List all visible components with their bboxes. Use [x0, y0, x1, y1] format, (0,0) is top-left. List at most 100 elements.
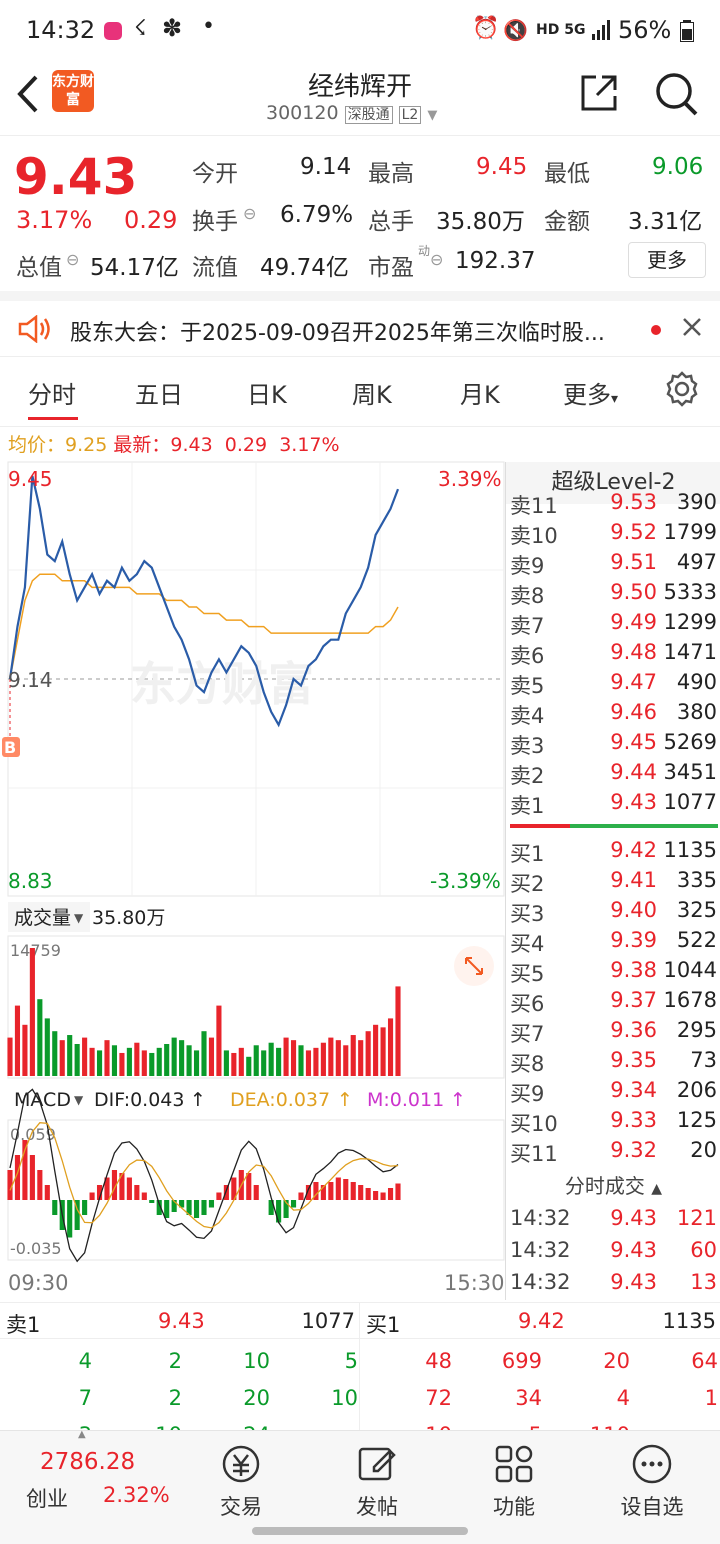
level-label: 卖3 [510, 734, 545, 758]
volume-bar [59, 1040, 65, 1076]
nav-post[interactable]: 发帖 [322, 1443, 432, 1521]
tab-weekly-k[interactable]: 周K [352, 381, 392, 409]
ask-row[interactable]: 卖11 9.53 390 [506, 490, 720, 520]
level-volume: 1471 [663, 640, 717, 664]
search-icon[interactable] [654, 72, 700, 116]
macd-bar [313, 1182, 319, 1200]
missed-call-icon: ☇ [134, 16, 147, 41]
pe-label: 市盈 [368, 255, 414, 281]
functions-grid-icon [495, 1445, 533, 1483]
macd-bar [305, 1185, 312, 1200]
tick-price: 9.43 [610, 1270, 657, 1294]
buy-marker[interactable] [2, 737, 20, 757]
share-icon[interactable] [580, 74, 618, 112]
market-cap-info-icon[interactable]: ⊖ [66, 250, 80, 269]
alarm-icon: ⏰ [472, 16, 500, 41]
bid-queue-cell: 34 [515, 1386, 542, 1410]
bid-row[interactable]: 买1 9.42 1135 [506, 838, 720, 868]
notice-bar[interactable]: 股东大会：于2025-09-09召开2025年第三次临时股... [0, 291, 720, 357]
bid-row[interactable]: 买6 9.37 1678 [506, 988, 720, 1018]
level-label: 卖7 [510, 614, 545, 638]
signal-icon [592, 20, 610, 40]
level-label: 买5 [510, 962, 545, 986]
bid-row[interactable]: 买5 9.38 1044 [506, 958, 720, 988]
level-volume: 5333 [663, 580, 717, 604]
ask-row[interactable]: 卖3 9.45 5269 [506, 730, 720, 760]
ticks-title[interactable]: 分时成交 ▲ [506, 1170, 720, 1199]
ask-queue-cell: 10 [155, 1423, 182, 1430]
bid-row[interactable]: 买11 9.32 20 [506, 1138, 720, 1168]
dropdown-icon[interactable]: ▼ [427, 108, 438, 123]
back-icon[interactable] [16, 74, 40, 114]
ask-queue-cell: 5 [344, 1349, 358, 1373]
level-volume: 1135 [663, 838, 717, 862]
ask-row[interactable]: 卖9 9.51 497 [506, 550, 720, 580]
volume-label[interactable]: 成交量 [14, 907, 71, 929]
ask-row[interactable]: 卖6 9.48 1471 [506, 640, 720, 670]
tick-volume: 13 [690, 1270, 717, 1294]
intraday-chart[interactable]: 东方财富 B 9.45 3.39% 9.14 8.83 -3.39% 成交量 ▼… [0, 460, 505, 1302]
tick-time: 14:32 [510, 1238, 571, 1262]
ask-row[interactable]: 卖4 9.46 380 [506, 700, 720, 730]
index-ticker[interactable]: ▲ 2786.28 创业 2.32% [0, 1429, 180, 1531]
macd-label[interactable]: MACD [14, 1089, 71, 1111]
avg-value: 9.25 [65, 434, 108, 456]
tab-daily-k[interactable]: 日K [247, 381, 287, 409]
tab-five-day[interactable]: 五日 [135, 381, 183, 409]
level-label: 卖2 [510, 764, 545, 788]
level-price: 9.37 [610, 988, 657, 1012]
bid-row[interactable]: 买4 9.39 522 [506, 928, 720, 958]
level-label: 买1 [510, 842, 545, 866]
level-volume: 335 [676, 868, 717, 892]
bid-row[interactable]: 买7 9.36 295 [506, 1018, 720, 1048]
volume-total: 35.80万 [92, 907, 165, 929]
macd-bar [231, 1177, 237, 1200]
status-bar: 14:32 ☇ ✽ • ⏰ 🔇 HD 5G 56% [0, 0, 720, 60]
volume-bar [365, 1031, 371, 1076]
dea-arrow-icon: ↑ [337, 1089, 353, 1111]
volume-bar [223, 1050, 229, 1076]
bid-row[interactable]: 买8 9.35 73 [506, 1048, 720, 1078]
pe-dynamic-tag: 动 [418, 244, 431, 258]
close-icon[interactable] [682, 317, 702, 337]
total-hands-value: 35.80万 [436, 209, 525, 235]
nav-functions[interactable]: 功能 [459, 1443, 569, 1521]
level-label: 卖8 [510, 584, 545, 608]
level-label: 买11 [510, 1142, 558, 1166]
level-price: 9.36 [610, 1018, 657, 1042]
volume-bar [111, 1045, 118, 1076]
level-volume: 3451 [663, 760, 717, 784]
pe-info-icon[interactable]: ⊖ [430, 250, 444, 269]
level-price: 9.39 [610, 928, 657, 952]
ask-row[interactable]: 卖5 9.47 490 [506, 670, 720, 700]
bid-queue-cell: 48 [425, 1349, 452, 1373]
nav-trade[interactable]: 交易 [186, 1443, 296, 1521]
level-label: 卖6 [510, 644, 545, 668]
ask-row[interactable]: 卖8 9.50 5333 [506, 580, 720, 610]
volume-dropdown-icon[interactable]: ▼ [74, 911, 84, 925]
nav-watchlist[interactable]: 设自选 [597, 1443, 707, 1521]
ask-row[interactable]: 卖2 9.44 3451 [506, 760, 720, 790]
volume-bar [14, 1005, 21, 1076]
turnover-info-icon[interactable]: ⊖ [243, 204, 257, 223]
change-amount: 0.29 [124, 206, 178, 234]
orderbook-title[interactable]: 超级Level-2 [506, 462, 720, 504]
macd-dropdown-icon[interactable]: ▼ [74, 1093, 84, 1107]
more-button[interactable]: 更多 [628, 242, 706, 278]
bid-row[interactable]: 买3 9.40 325 [506, 898, 720, 928]
tab-monthly-k[interactable]: 月K [460, 381, 500, 409]
ask-row[interactable]: 卖10 9.52 1799 [506, 520, 720, 550]
tab-more[interactable]: 更多▾ [563, 375, 618, 410]
bid-row[interactable]: 买2 9.41 335 [506, 868, 720, 898]
tick-price: 9.43 [610, 1206, 657, 1230]
ask-row[interactable]: 卖7 9.49 1299 [506, 610, 720, 640]
macd-bar [253, 1185, 259, 1200]
bid-row[interactable]: 买10 9.33 125 [506, 1108, 720, 1138]
bid-row[interactable]: 买9 9.34 206 [506, 1078, 720, 1108]
pe-value: 192.37 [455, 248, 536, 274]
tab-intraday[interactable]: 分时 [28, 381, 76, 409]
app-logo[interactable]: 东方财富 [52, 70, 94, 112]
settings-gear-icon[interactable] [664, 371, 700, 407]
tick-volume: 121 [676, 1206, 717, 1230]
ask-row[interactable]: 卖1 9.43 1077 [506, 790, 720, 820]
